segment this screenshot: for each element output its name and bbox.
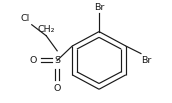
Text: Cl: Cl: [20, 14, 30, 23]
Text: Br: Br: [142, 56, 152, 65]
Text: CH₂: CH₂: [37, 25, 55, 34]
Text: O: O: [29, 56, 37, 65]
Text: Br: Br: [94, 3, 104, 12]
Text: S: S: [54, 56, 60, 65]
Text: O: O: [53, 84, 61, 93]
